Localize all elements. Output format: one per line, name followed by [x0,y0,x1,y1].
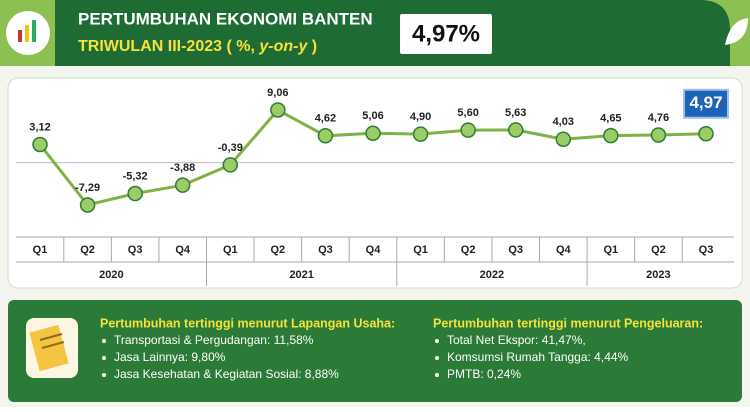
panel-item: PMTB: 0,24% [447,367,521,381]
bullet [435,373,439,377]
x-tick-label: Q1 [413,244,428,256]
chart: 3,12 -7,29 -5,32 -3,88 -0,39 9,06 4,62 5,06 4,90… [16,87,734,286]
x-tick-label: Q1 [604,244,619,256]
bullet [435,339,439,343]
panel-heading: Pertumbuhan tertinggi menurut Lapangan U… [100,316,395,330]
year-label: 2021 [289,269,313,281]
data-point [460,122,476,138]
value-label: 5,63 [505,107,526,119]
data-point [317,128,334,144]
value-label: -7,29 [75,182,100,194]
x-tick-label: Q4 [556,244,572,256]
headline-box [400,14,492,54]
panel-item: Jasa Kesehatan & Kegiatan Sosial: 8,88% [114,367,339,381]
value-label: 4,62 [315,113,336,125]
data-point [32,136,48,153]
value-label: 9,06 [267,87,288,99]
bullet [102,373,106,377]
x-tick-label: Q3 [699,244,714,256]
chart-panel [7,77,743,289]
value-label: -3,88 [170,162,195,174]
subtitle-part: TRIWULAN III-2023 ( %, [78,38,259,55]
data-point [127,185,143,202]
subtitle-part: y-on-y [258,38,308,55]
data-point [698,126,714,142]
summary-panel [8,300,742,402]
highlight-box [683,88,729,119]
headline-value: 4,97% [412,20,480,47]
data-point [79,197,96,213]
year-label: 2022 [480,269,504,281]
summary-lists: Pertumbuhan tertinggi menurut Lapangan U… [100,316,703,381]
bullet [102,356,106,360]
header-band [55,0,730,66]
x-tick-label: Q1 [223,244,238,256]
leaf-icon [725,18,748,45]
panel-heading: Pertumbuhan tertinggi menurut Pengeluara… [433,316,703,330]
year-label: 2020 [99,269,123,281]
logo-bar [18,30,22,42]
x-tick-label: Q2 [651,244,666,256]
data-point [174,177,191,193]
clipboard-icon-paper [29,324,69,372]
bullet [435,356,439,360]
value-label: 4,76 [648,112,669,124]
clipboard-icon-line [39,333,63,341]
year-label: 2023 [646,269,670,281]
data-point [365,125,381,141]
x-tick-label: Q4 [366,244,382,256]
data-point [650,127,667,143]
data-point [507,122,524,138]
value-label: 3,12 [29,121,50,133]
clipboard-icon-line [41,341,65,349]
value-label: -0,39 [218,142,243,154]
value-label: 4,90 [410,111,431,123]
data-point [412,126,429,142]
data-point [555,131,572,147]
x-tick-label: Q3 [508,244,523,256]
value-label: 5,06 [362,110,383,122]
panel-item: Jasa Lainnya: 9,80% [114,350,226,364]
x-tick-label: Q4 [175,244,191,256]
value-label: 4,03 [553,116,574,128]
data-point [222,157,239,173]
title: PERTUMBUHAN EKONOMI BANTEN [78,9,373,28]
panel-item: Transportasi & Pergudangan: 11,58% [114,333,314,347]
x-tick-label: Q3 [128,244,143,256]
panel-item: Komsumsi Rumah Tangga: 4,44% [447,350,629,364]
data-point [603,127,619,144]
logo-bar [25,25,29,42]
bullet [102,339,106,343]
x-tick-label: Q2 [461,244,476,256]
subtitle-part: ) [307,38,317,55]
value-label: -5,32 [123,170,148,182]
data-point [270,102,286,118]
value-label: 4,97 [689,93,722,112]
x-tick-label: Q2 [80,244,95,256]
value-label: 5,60 [457,107,478,119]
value-label: 4,65 [600,113,621,125]
x-tick-label: Q1 [33,244,48,256]
x-tick-label: Q2 [271,244,286,256]
logo-bar [32,20,36,42]
panel-item: Total Net Ekspor: 41,47%, [447,333,586,347]
x-tick-label: Q3 [318,244,333,256]
subtitle: TRIWULAN III-2023 ( %, y-on-y ) [78,38,317,55]
